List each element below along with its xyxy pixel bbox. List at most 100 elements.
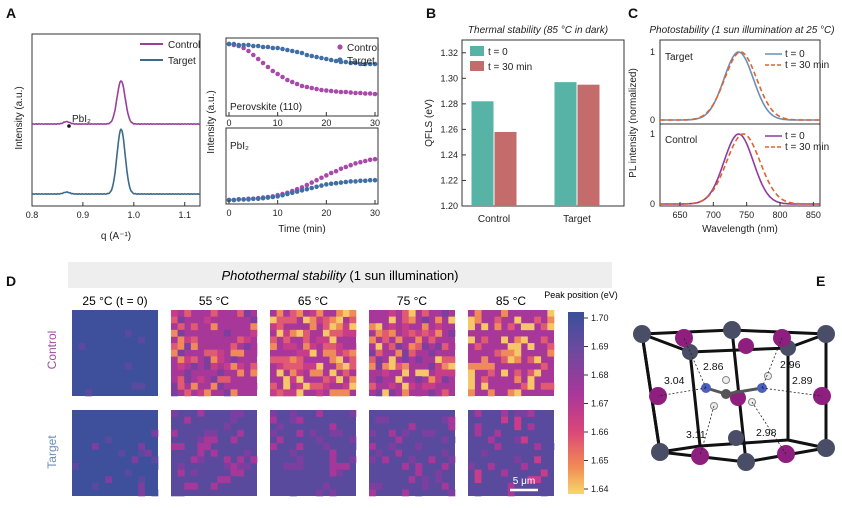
d-map-cell	[210, 310, 218, 317]
d-map-cell	[494, 316, 502, 324]
d-map-cell	[217, 356, 225, 364]
d-map-cell	[382, 382, 390, 390]
d-map-cell	[402, 323, 409, 331]
d-map-cell	[382, 369, 390, 377]
d-map-cell	[118, 369, 126, 377]
b-legend-t30-swatch	[470, 61, 484, 71]
d-map-cell	[481, 356, 489, 364]
d-map-cell	[204, 443, 211, 450]
d-map-cell	[283, 343, 291, 350]
d-map-cell	[223, 382, 231, 390]
hbond	[761, 387, 823, 397]
kin-top-point-target	[231, 41, 237, 47]
d-map-cell	[270, 389, 277, 397]
d-map-cell	[270, 443, 277, 450]
d-map-cell	[303, 316, 310, 324]
d-map-cell	[428, 362, 436, 370]
d-map-cell	[190, 469, 198, 477]
d-map-cell	[171, 316, 178, 324]
d-map-cell	[270, 382, 277, 390]
b-legend-t0: t = 0	[488, 47, 508, 58]
qfls-bar-chart: Thermal stability (85 °C in dark) 1.201.…	[424, 25, 625, 225]
kin-top-point-target	[226, 41, 232, 47]
d-map-cell	[428, 449, 436, 457]
d-map-cell	[494, 443, 502, 450]
d-map-cell	[441, 416, 449, 424]
d-map-cell	[441, 310, 449, 317]
d-map-cell	[296, 329, 304, 337]
d-map-cell	[184, 343, 192, 350]
d-map-cell	[237, 369, 245, 377]
d-map-cell	[309, 456, 317, 464]
d-map-cell	[289, 489, 297, 497]
d-map-cell	[395, 349, 403, 357]
dist-4: 2.89	[792, 375, 813, 387]
d-map-cell	[421, 369, 429, 377]
d-map-cell	[184, 476, 192, 484]
d-map-cell	[520, 382, 528, 390]
d-row-target: Target	[45, 435, 59, 469]
d-map-cell	[382, 416, 390, 424]
d-map-cell	[223, 376, 231, 384]
kin-bottom-point-target	[343, 179, 349, 185]
d-map-cell	[210, 349, 218, 357]
d-map-cell	[527, 476, 535, 484]
d-map-cell	[217, 376, 225, 384]
d-map-cell	[270, 376, 277, 384]
d-map-cell	[435, 369, 443, 377]
kin-bottom-xtick-label: 0	[226, 208, 231, 218]
d-map-cell	[415, 443, 423, 450]
d-map-cell	[105, 436, 112, 444]
pb-atom	[737, 453, 755, 471]
d-map-cell	[296, 429, 304, 437]
d-map-cell	[303, 323, 310, 331]
d-map-cell	[322, 376, 330, 384]
d-map-cell	[336, 429, 344, 437]
dist-3: 3.04	[664, 375, 685, 387]
atoms: 2.86 2.96 3.04 2.89 3.11 2.98	[633, 321, 835, 471]
xrd-xtick-label: 0.8	[26, 210, 39, 220]
d-map-cell	[197, 376, 205, 384]
d-map-cell	[237, 310, 245, 317]
d-map-cell	[223, 389, 231, 397]
d-map-cell	[210, 323, 218, 331]
b-legend-t0-swatch	[470, 46, 484, 56]
d-map-cell	[190, 336, 198, 344]
d-map-cell	[230, 476, 238, 484]
d-col-header: 85 °C	[496, 294, 526, 308]
kin-top-point-target	[372, 61, 378, 67]
d-map-cell	[210, 362, 218, 370]
perovskite-label: Perovskite (110)	[230, 102, 302, 113]
cage-diag	[641, 332, 827, 454]
kin-bottom-point-target	[285, 191, 290, 197]
d-map-cell	[540, 382, 548, 390]
d-map-cell	[72, 336, 79, 344]
d-map-cell	[402, 362, 409, 370]
d-map-cell	[138, 382, 146, 390]
d-col-header: 55 °C	[199, 294, 229, 308]
kin-bottom-point-target	[358, 178, 363, 184]
d-map-cell	[540, 336, 548, 344]
kin-top-point-control	[294, 81, 300, 87]
d-map-cell	[402, 449, 409, 457]
d-map-cell	[468, 316, 475, 324]
xrd-target-line	[31, 128, 201, 196]
d-map-cell	[190, 462, 198, 470]
d-map-cell	[72, 462, 79, 470]
kin-bottom-point-target	[372, 177, 378, 183]
d-map-cell	[309, 336, 317, 344]
d-map-cell	[474, 469, 482, 477]
d-map-cell	[283, 449, 291, 457]
d-map-cell	[190, 416, 198, 424]
d-map-cell	[329, 369, 337, 377]
d-map-cell	[283, 336, 291, 344]
d-map-cell	[85, 443, 93, 450]
xrd-control-line	[31, 79, 201, 126]
d-map-cell	[316, 410, 324, 417]
legend-target-label: Target	[168, 56, 196, 67]
d-map-cell	[322, 482, 330, 490]
kin-top-xtick-label: 10	[273, 118, 283, 128]
d-map-cell	[474, 476, 482, 484]
d-map-cell	[329, 489, 337, 497]
kin-bottom-point-target	[251, 196, 256, 202]
